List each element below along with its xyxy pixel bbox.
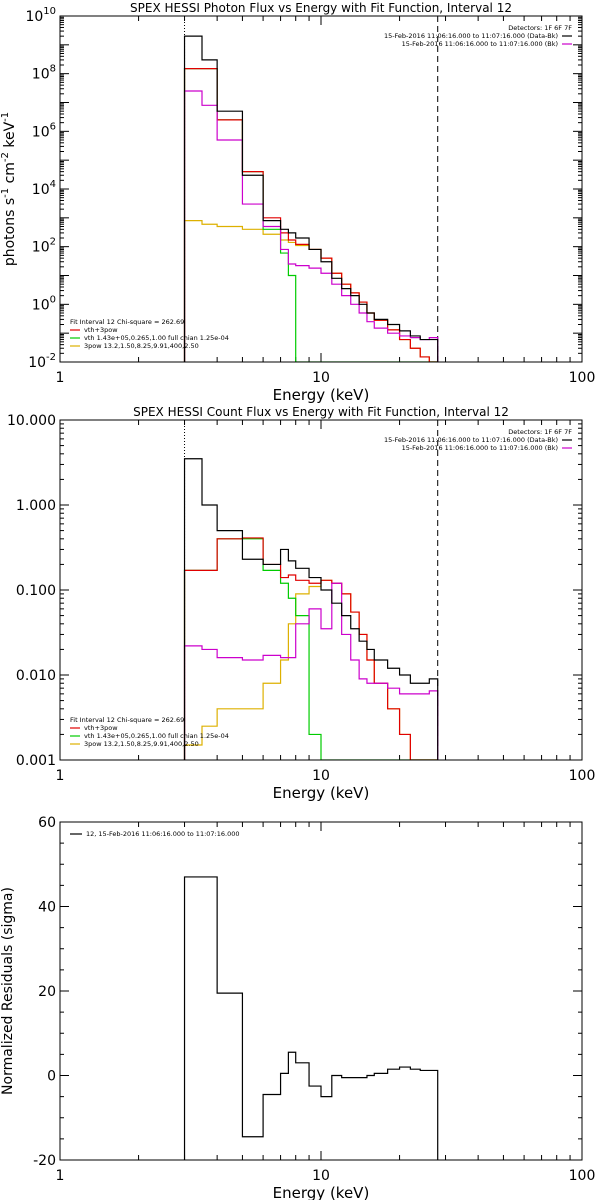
x-tick-label: 10 xyxy=(312,1168,330,1184)
y-tick-label: 10.000 xyxy=(7,413,56,429)
chart-panel-1: SPEX HESSI Photon Flux vs Energy with Fi… xyxy=(0,1,595,404)
y-tick-label: 0 xyxy=(47,1069,56,1085)
plot-frame xyxy=(59,15,583,363)
legend-bottom-entry: Fit Interval 12 Chi-square = 262.69 xyxy=(70,318,184,326)
x-axis-label: Energy (keV) xyxy=(273,386,370,404)
y-tick-label: 106 xyxy=(32,121,56,140)
legend-entry: 12, 15-Feb-2016 11:06:16.000 to 11:07:16… xyxy=(86,830,239,838)
series-line-5 xyxy=(183,458,439,760)
plot-frame xyxy=(59,821,583,1161)
x-tick-label: 100 xyxy=(569,370,596,386)
y-tick-label: -20 xyxy=(33,1153,56,1169)
y-tick-label: 104 xyxy=(32,179,56,198)
legend-bottom-entry: Fit Interval 12 Chi-square = 262.69 xyxy=(70,716,184,724)
series-line-5 xyxy=(183,35,439,362)
y-tick-label: 60 xyxy=(38,815,56,831)
chart-panel-3: 1 10 100 Energy (keV) -20 0 20 40 60 Normalized R… xyxy=(0,815,596,1202)
y-tick-label: 20 xyxy=(38,984,56,1000)
x-tick-label: 1 xyxy=(56,1168,65,1184)
legend-top-entry: 15-Feb-2016 11:06:16.000 to 11:07:16.000… xyxy=(402,444,558,452)
x-tick-label: 100 xyxy=(569,768,596,784)
y-tick-label: 102 xyxy=(32,237,56,256)
y-tick-label: 1.000 xyxy=(16,498,56,514)
y-tick-label: 0.010 xyxy=(16,668,56,684)
legend-top-entry: 15-Feb-2016 11:06:16.000 to 11:07:16.000… xyxy=(384,32,558,40)
y-axis-label: photons s-1 cm-2 keV-1 xyxy=(0,112,18,266)
plot-frame xyxy=(59,419,583,761)
x-tick-label: 10 xyxy=(312,370,330,386)
legend-bottom-entry: vth 1.43e+05,0.265,1.00 full chian 1.25e… xyxy=(84,334,229,342)
series-line-3 xyxy=(183,537,438,760)
chart-title: SPEX HESSI Photon Flux vs Energy with Fi… xyxy=(130,1,512,15)
x-tick-label: 100 xyxy=(569,1168,596,1184)
legend-bottom-entry: 3pow 13.2,1.50,8.25,9.91,400,2.50 xyxy=(84,740,199,748)
y-tick-label: 40 xyxy=(38,900,56,916)
legend-top-entry: Detectors: 1F 6F 7F xyxy=(508,428,572,436)
legend-bottom-entry: vth+3pow xyxy=(84,326,118,334)
series-line-3 xyxy=(183,67,438,362)
y-tick-label: 100 xyxy=(32,294,56,313)
series-line-4 xyxy=(183,90,439,362)
legend-bottom-entry: vth 1.43e+05,0.265,1.00 full chian 1.25e… xyxy=(84,732,229,740)
series-line-1 xyxy=(183,876,439,1160)
chart-panel-2: SPEX HESSI Count Flux vs Energy with Fit… xyxy=(7,405,595,802)
y-tick-label: 0.001 xyxy=(16,753,56,769)
y-axis-label: Normalized Residuals (sigma) xyxy=(0,887,16,1095)
legend-bottom-entry: 3pow 13.2,1.50,8.25,9.91,400,2.50 xyxy=(84,342,199,350)
y-tick-label: 108 xyxy=(32,64,56,83)
x-axis-label: Energy (keV) xyxy=(273,784,370,802)
legend-top-entry: 15-Feb-2016 11:06:16.000 to 11:07:16.000… xyxy=(384,436,558,444)
series-group xyxy=(183,876,439,1160)
x-tick-label: 1 xyxy=(56,370,65,386)
y-tick-label: 1010 xyxy=(25,6,56,25)
x-tick-label: 1 xyxy=(56,768,65,784)
y-tick-label: 0.100 xyxy=(16,583,56,599)
legend-bottom-entry: vth+3pow xyxy=(84,724,118,732)
chart-title: SPEX HESSI Count Flux vs Energy with Fit… xyxy=(133,405,509,419)
legend-top-entry: 15-Feb-2016 11:06:16.000 to 11:07:16.000… xyxy=(402,40,558,48)
series-group xyxy=(183,458,439,760)
series-line-4 xyxy=(183,582,439,760)
y-tick-label: 10-2 xyxy=(28,352,56,371)
legend-top-entry: Detectors: 1F 6F 7F xyxy=(508,24,572,32)
x-axis-label: Energy (keV) xyxy=(273,1184,370,1200)
x-tick-label: 10 xyxy=(312,768,330,784)
series-group xyxy=(183,35,439,362)
